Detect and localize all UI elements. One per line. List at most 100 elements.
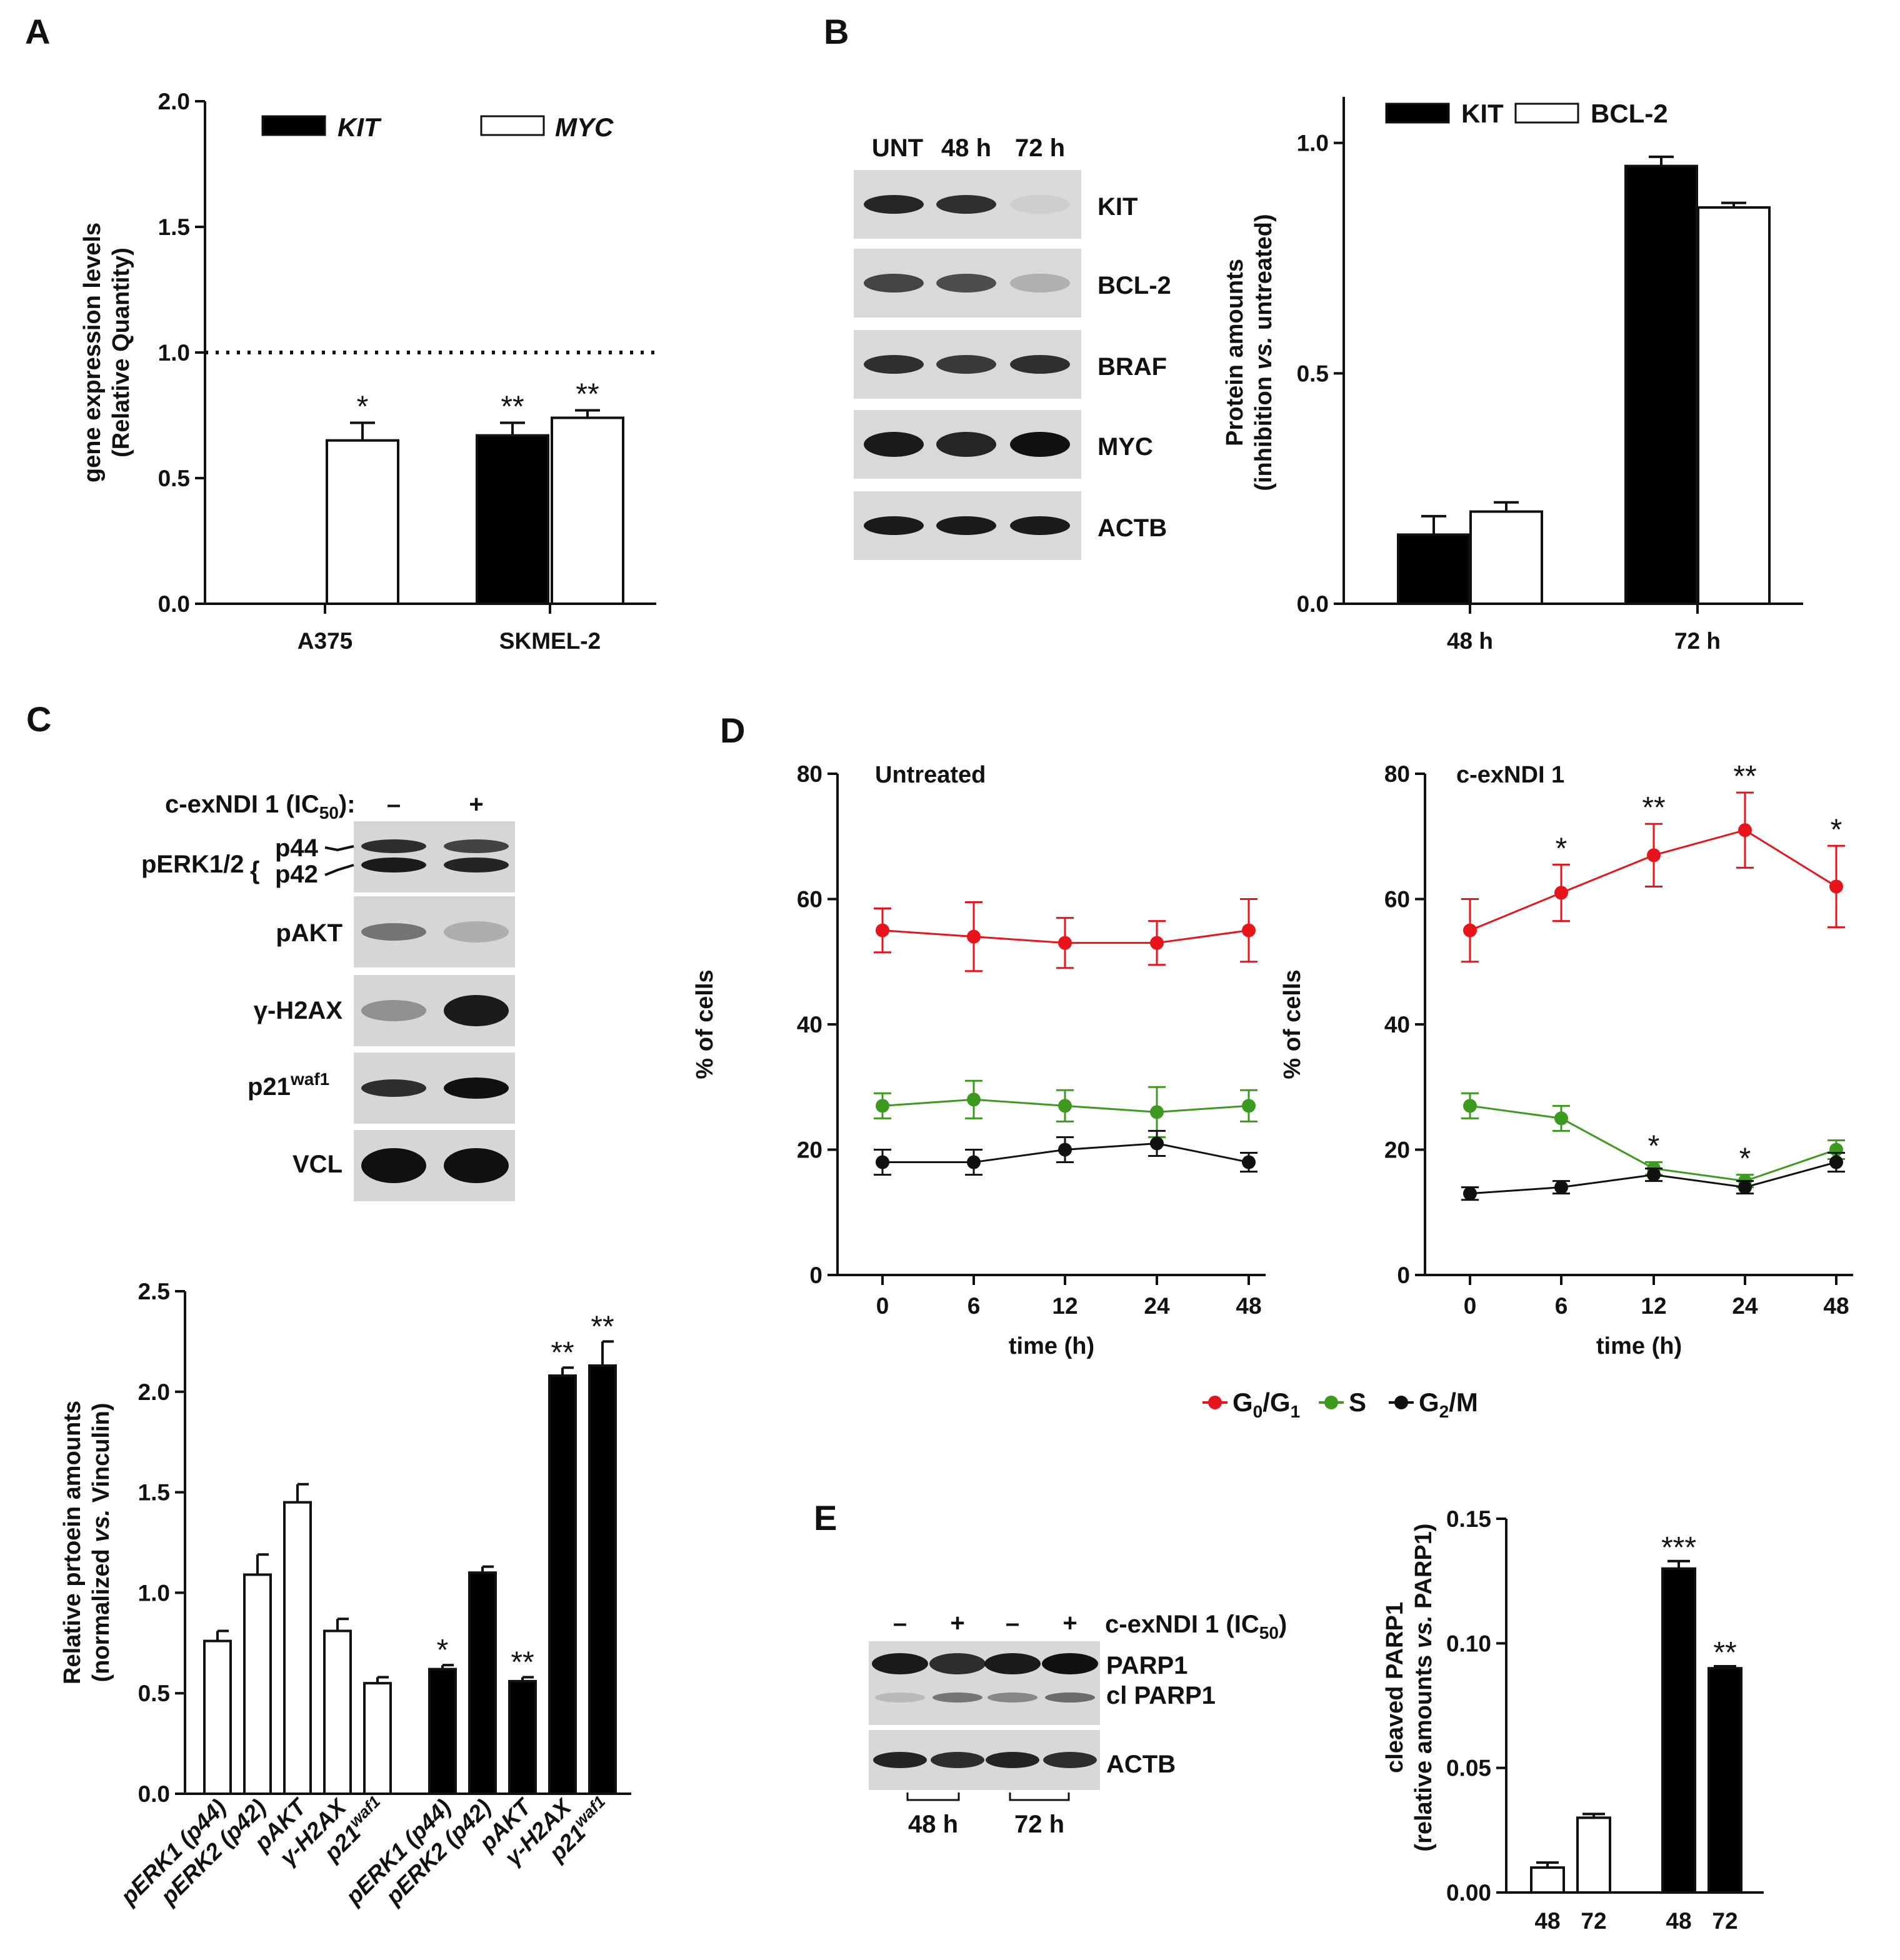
c-y-label: Relative prtoein amounts: [59, 1401, 86, 1684]
blot-e-band: [988, 1692, 1038, 1702]
chartd2-y-tick-label: 60: [1384, 887, 1410, 912]
chartd2-x-tick-label: 12: [1641, 1293, 1666, 1319]
b-x-tick-label: 72 h: [1674, 628, 1721, 654]
legend-d-label-main2: /M: [1449, 1388, 1478, 1417]
chartd1-data-point: [1242, 1099, 1256, 1113]
chartd1-y-tick-label: 60: [797, 887, 822, 912]
e-bar: [1530, 1866, 1565, 1894]
c-y-label-part: Vinculin): [88, 1403, 114, 1509]
chartd1-data-point: [1058, 1142, 1072, 1157]
chartd2-y-tick-label: 20: [1384, 1138, 1410, 1163]
blot-c-pointer: [324, 845, 354, 852]
legend-d-label-sub: 2: [1439, 1402, 1449, 1421]
chartd1-y-tick-label: 0: [809, 1262, 822, 1288]
c-bar: [468, 1571, 497, 1795]
chart-e-cleaved-parp1: 0.00 0.05 0.10 0.15 48 72 *** 48 ** 72 cleaved PAR…: [1382, 1506, 1764, 1934]
blot-e-treatment-label: c-exNDI 1 (IC50): [1105, 1611, 1287, 1642]
chartd1-data-point: [1242, 923, 1256, 938]
blot-c-band: [361, 1000, 426, 1021]
blot-b-band: [864, 195, 924, 214]
chartd2-data-point: [1554, 1111, 1568, 1126]
b-legend-swatch-bcl2: [1514, 102, 1579, 124]
blot-b-row-label: MYC: [1098, 433, 1153, 461]
panel-label-d: D: [720, 711, 745, 750]
blot-c-band: [361, 839, 426, 853]
chartd2-y-tick-label: 0: [1397, 1262, 1410, 1288]
legend-d-label-main: G: [1232, 1388, 1253, 1417]
c-significance-star: **: [591, 1310, 614, 1343]
c-significance-star: **: [551, 1336, 574, 1369]
blot-c-brace: {: [250, 857, 260, 884]
e-y-label-italic: vs.: [1411, 1616, 1437, 1649]
b-legend-label-bcl2: BCL-2: [1591, 99, 1668, 128]
a-x-tick-label: SKMEL-2: [499, 628, 601, 654]
e-x-tick-label: 72: [1712, 1908, 1738, 1934]
blot-c-pointer: [324, 864, 354, 876]
chartd1-data-point: [1150, 936, 1164, 950]
chartd1-data-point: [967, 929, 981, 944]
blot-c-band: [444, 839, 509, 853]
blot-c-row-label: p21waf1: [248, 1069, 329, 1101]
blot-e-band: [1042, 1653, 1098, 1674]
blot-e-band: [932, 1692, 982, 1702]
b-y-label-part: (inhibition: [1251, 370, 1277, 491]
chartd2-x-tick-label: 24: [1732, 1293, 1758, 1319]
c-bar: [548, 1374, 577, 1795]
e-y-label-2: (relative amounts vs. PARP1): [1411, 1523, 1437, 1851]
c-bar: [323, 1629, 352, 1795]
c-y-label-italic: vs.: [88, 1509, 114, 1542]
e-significance-star: ***: [1661, 1531, 1696, 1564]
chartd1-data-point: [1058, 936, 1072, 950]
chartd1-data-point: [876, 1155, 889, 1169]
e-y-tick-label: 0.15: [1446, 1506, 1491, 1532]
chartd2-data-point: [1829, 879, 1843, 894]
chartd2-x-label: time (h): [1596, 1333, 1682, 1359]
blot-c-band-label-p42: p42: [275, 861, 318, 888]
chartd2-data-point: [1647, 1168, 1661, 1182]
blot-b: UNT 48 h 72 h KIT BCL-2 BRAF MYC ACTB: [854, 134, 1171, 560]
e-bar: [1661, 1567, 1696, 1894]
chartd1-x-tick-label: 12: [1052, 1293, 1078, 1319]
blot-e-row-label: cl PARP1: [1106, 1682, 1216, 1709]
c-bar: [363, 1682, 392, 1796]
chartd2-data-point: [1554, 1180, 1568, 1194]
chartd2-title: c-exNDI 1: [1456, 762, 1564, 788]
legend-d-marker: [1324, 1396, 1338, 1409]
blot-e-lane-label: +: [950, 1609, 964, 1637]
chartd1-title: Untreated: [875, 762, 986, 788]
blot-b-band: [864, 516, 924, 535]
chartd2-data-point: [1738, 1180, 1752, 1194]
chartd2-data-point: [1647, 848, 1661, 862]
chartd1-data-point: [967, 1092, 981, 1107]
a-y-tick-label: 1.0: [158, 340, 190, 366]
blot-c-row-label: γ-H2AX: [254, 997, 343, 1024]
a-y-tick-label: 0.0: [158, 591, 190, 617]
blot-b-row-label: KIT: [1098, 193, 1138, 221]
blot-b-lane-label: 48 h: [941, 134, 991, 162]
chartd2-y-label: % of cells: [1279, 969, 1306, 1079]
a-y-tick-label: 0.5: [158, 466, 190, 491]
legend-d-label-main: S: [1349, 1388, 1366, 1417]
blot-c-row-label: VCL: [292, 1151, 342, 1178]
chartd2-significance-star: *: [1556, 832, 1568, 865]
c-y-label-2: (normalized vs. Vinculin): [88, 1403, 114, 1682]
chartd1-x-label: time (h): [1009, 1333, 1094, 1359]
blot-b-band: [1010, 432, 1070, 457]
blot-e-band: [872, 1653, 928, 1674]
chartd1-y-tick-label: 40: [797, 1012, 822, 1038]
chartd1-data-point: [1150, 1105, 1164, 1119]
b-y-tick-label: 0.0: [1297, 591, 1329, 617]
blot-e-bracket: [906, 1792, 960, 1801]
a-bar-myc: [551, 416, 624, 606]
blot-e-treatment-sub: 50: [1259, 1623, 1279, 1642]
a-y-label-2: (Relative Quantity): [108, 248, 134, 458]
blot-c-band: [361, 1079, 426, 1097]
chartd1-data-point: [1058, 1099, 1072, 1113]
blot-e-lane-label: +: [1062, 1609, 1077, 1637]
blot-e-timepoint-label: 72 h: [1014, 1811, 1064, 1838]
blot-e-row-label: ACTB: [1106, 1751, 1176, 1778]
blot-b-row-label: ACTB: [1098, 514, 1167, 542]
blot-c-strip: [354, 821, 515, 892]
blot-c-band: [444, 858, 509, 872]
